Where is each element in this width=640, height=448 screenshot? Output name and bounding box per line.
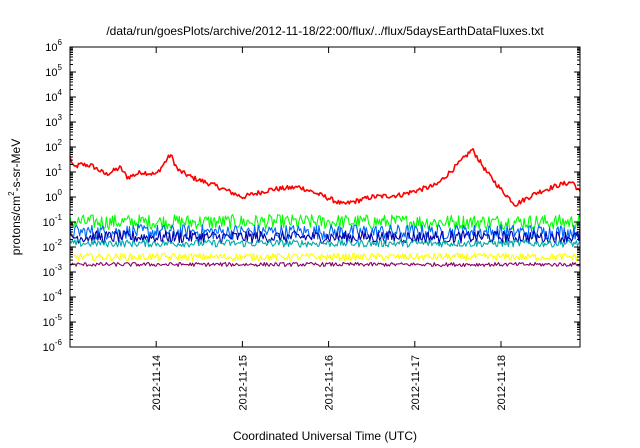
x-tick-label: 2012-11-16 xyxy=(324,355,336,410)
y-tick-label: 10-6 xyxy=(43,338,63,354)
x-tick-label: 2012-11-14 xyxy=(151,355,163,410)
series-line-1 xyxy=(69,148,581,207)
y-tick-label: 105 xyxy=(45,63,62,79)
y-tick-label: 103 xyxy=(45,113,62,129)
x-axis: 2012-11-14 2012-11-15 2012-11-16 2012-11-17… xyxy=(151,47,508,410)
y-axis: 10-6 10-5 10-4 10-3 10-2 10-1 100 101 102 103 104 1… xyxy=(43,38,580,354)
y-tick-label: 101 xyxy=(45,163,62,179)
y-tick-label: 104 xyxy=(45,88,62,104)
y-tick-label: 10-2 xyxy=(43,238,63,254)
y-tick-label: 106 xyxy=(45,38,62,54)
x-tick-label: 2012-11-18 xyxy=(496,355,508,410)
x-tick-label: 2012-11-15 xyxy=(237,355,249,410)
series-line-6 xyxy=(69,252,581,262)
chart-title: /data/run/goesPlots/archive/2012-11-18/2… xyxy=(106,24,544,38)
series-line-7 xyxy=(69,261,581,268)
y-tick-label: 102 xyxy=(45,138,62,154)
y-axis-label: protons/cm2-s-sr-MeV xyxy=(7,139,23,255)
y-tick-label: 10-1 xyxy=(43,213,63,229)
series-line-2 xyxy=(69,213,581,231)
y-tick-label: 10-3 xyxy=(43,263,63,279)
x-tick-label: 2012-11-17 xyxy=(410,355,422,410)
y-tick-label: 100 xyxy=(45,188,62,204)
y-tick-label: 10-5 xyxy=(43,313,63,329)
series-line-5 xyxy=(69,239,581,248)
y-tick-label: 10-4 xyxy=(43,288,63,304)
series-layer xyxy=(69,148,581,268)
x-axis-label: Coordinated Universal Time (UTC) xyxy=(233,429,417,443)
